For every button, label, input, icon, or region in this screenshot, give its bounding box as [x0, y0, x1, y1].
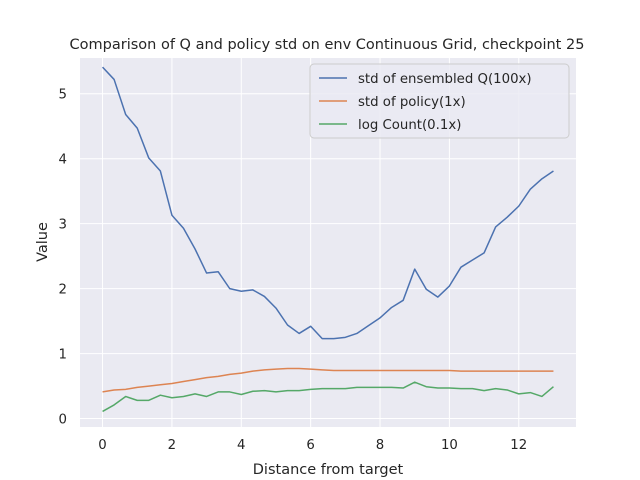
legend-label-policy-std: std of policy(1x): [358, 95, 466, 110]
chart-title: Comparison of Q and policy std on env Co…: [70, 37, 585, 53]
series-lines: [102, 66, 554, 413]
y-tick-label: 5: [59, 88, 67, 103]
series-line-q-std: [102, 66, 554, 340]
y-tick-label: 4: [59, 153, 67, 168]
legend-box: [309, 63, 570, 139]
legend-label-q-std: std of ensembled Q(100x): [358, 72, 532, 87]
series-line-policy-std: [102, 367, 554, 393]
y-tick-label: 3: [59, 218, 67, 233]
x-axis-label: Distance from target: [253, 462, 404, 478]
x-tick-label: 10: [441, 438, 458, 453]
x-tick-label: 6: [306, 438, 314, 453]
x-tick-label: 0: [98, 438, 106, 453]
x-tick-label: 8: [376, 438, 384, 453]
y-tick-label: 2: [59, 283, 67, 298]
legend-label-log-count: log Count(0.1x): [358, 118, 461, 133]
series-line-log-count: [102, 381, 554, 413]
y-tick-label: 1: [59, 348, 67, 363]
y-axis-label: Value: [35, 222, 51, 262]
x-tick-label: 12: [510, 438, 527, 453]
x-tick-label: 4: [237, 438, 245, 453]
legend: std of ensembled Q(100x) std of policy(1…: [309, 63, 570, 139]
y-tick-label: 0: [59, 413, 67, 428]
x-tick-label: 2: [168, 438, 176, 453]
